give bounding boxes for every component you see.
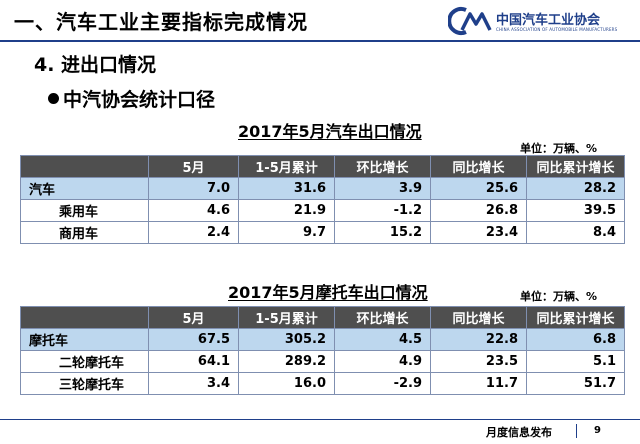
logo-english-text: CHINA ASSOCIATION OF AUTOMOBILE MANUFACT… (496, 27, 618, 32)
table-header-cell: 1-5月累计 (238, 306, 335, 329)
table-cell: 8.4 (526, 221, 625, 244)
table-cell: -1.2 (334, 199, 431, 222)
table-cell: 23.4 (430, 221, 527, 244)
bullet-heading: 中汽协会统计口径 (48, 85, 215, 112)
table-header-cell: 环比增长 (334, 155, 431, 178)
footer-separator (576, 424, 577, 438)
table-cell: 4.6 (148, 199, 239, 222)
table-cell: 11.7 (430, 372, 527, 395)
header-divider (0, 40, 640, 42)
table-cell: -2.9 (334, 372, 431, 395)
table-header-cell (20, 155, 149, 178)
table-header-cell: 同比累计增长 (526, 306, 625, 329)
row-label: 商用车 (20, 221, 149, 244)
table-cell: 9.7 (238, 221, 335, 244)
table-cell: 16.0 (238, 372, 335, 395)
table-cell: 7.0 (148, 177, 239, 200)
moto-export-table: 5月 1-5月累计 环比增长 同比增长 同比累计增长 摩托车 67.5 305.… (20, 306, 625, 395)
row-label: 乘用车 (20, 199, 149, 222)
bullet-dot-icon (48, 93, 59, 104)
table-cell: 67.5 (148, 328, 239, 351)
car-table-title: 2017年5月汽车出口情况 (238, 122, 422, 141)
table-cell: 4.9 (334, 350, 431, 373)
row-label: 二轮摩托车 (20, 350, 149, 373)
table-header-cell: 同比累计增长 (526, 155, 625, 178)
table-cell: 305.2 (238, 328, 335, 351)
table-cell: 4.5 (334, 328, 431, 351)
table-cell: 25.6 (430, 177, 527, 200)
table-header-cell: 同比增长 (430, 155, 527, 178)
table-row: 三轮摩托车 3.4 16.0 -2.9 11.7 51.7 (20, 372, 625, 395)
page-number: 9 (594, 425, 601, 436)
footer-label: 月度信息发布 (486, 426, 552, 439)
table-cell: 23.5 (430, 350, 527, 373)
caam-logo: 中国汽车工业协会 CHINA ASSOCIATION OF AUTOMOBILE… (448, 6, 634, 38)
slide-header: 一、汽车工业主要指标完成情况 中国汽车工业协会 CHINA ASSOCIATIO… (0, 0, 640, 40)
table-cell: 15.2 (334, 221, 431, 244)
table-cell: 31.6 (238, 177, 335, 200)
row-label: 摩托车 (20, 328, 149, 351)
moto-table-unit: 单位：万辆、% (520, 290, 598, 303)
table-header-cell: 同比增长 (430, 306, 527, 329)
caam-logo-icon (448, 7, 492, 35)
table-header-cell: 5月 (148, 306, 239, 329)
table-header-row: 5月 1-5月累计 环比增长 同比增长 同比累计增长 (20, 306, 625, 329)
bullet-text: 中汽协会统计口径 (63, 89, 216, 111)
table-row: 摩托车 67.5 305.2 4.5 22.8 6.8 (20, 328, 625, 351)
table-cell: 51.7 (526, 372, 625, 395)
row-label: 汽车 (20, 177, 149, 200)
table-cell: 289.2 (238, 350, 335, 373)
table-cell: 3.9 (334, 177, 431, 200)
table-cell: 22.8 (430, 328, 527, 351)
table-cell: 2.4 (148, 221, 239, 244)
table-header-cell: 1-5月累计 (238, 155, 335, 178)
table-row: 汽车 7.0 31.6 3.9 25.6 28.2 (20, 177, 625, 200)
table-row: 二轮摩托车 64.1 289.2 4.9 23.5 5.1 (20, 350, 625, 373)
car-table-unit: 单位：万辆、% (520, 142, 598, 155)
table-cell: 3.4 (148, 372, 239, 395)
table-header-row: 5月 1-5月累计 环比增长 同比增长 同比累计增长 (20, 155, 625, 178)
table-cell: 39.5 (526, 199, 625, 222)
table-cell: 26.8 (430, 199, 527, 222)
moto-table-title: 2017年5月摩托车出口情况 (228, 283, 428, 302)
footer-divider (0, 419, 640, 420)
car-export-table: 5月 1-5月累计 环比增长 同比增长 同比累计增长 汽车 7.0 31.6 3… (20, 155, 625, 244)
table-cell: 64.1 (148, 350, 239, 373)
table-cell: 5.1 (526, 350, 625, 373)
table-header-cell: 环比增长 (334, 306, 431, 329)
table-header-cell (20, 306, 149, 329)
table-row: 商用车 2.4 9.7 15.2 23.4 8.4 (20, 221, 625, 244)
table-cell: 28.2 (526, 177, 625, 200)
slide-title: 一、汽车工业主要指标完成情况 (14, 10, 308, 34)
row-label: 三轮摩托车 (20, 372, 149, 395)
section-heading: 4. 进出口情况 (34, 54, 157, 76)
table-header-cell: 5月 (148, 155, 239, 178)
table-cell: 6.8 (526, 328, 625, 351)
logo-chinese-text: 中国汽车工业协会 (496, 13, 601, 28)
table-row: 乘用车 4.6 21.9 -1.2 26.8 39.5 (20, 199, 625, 222)
table-cell: 21.9 (238, 199, 335, 222)
